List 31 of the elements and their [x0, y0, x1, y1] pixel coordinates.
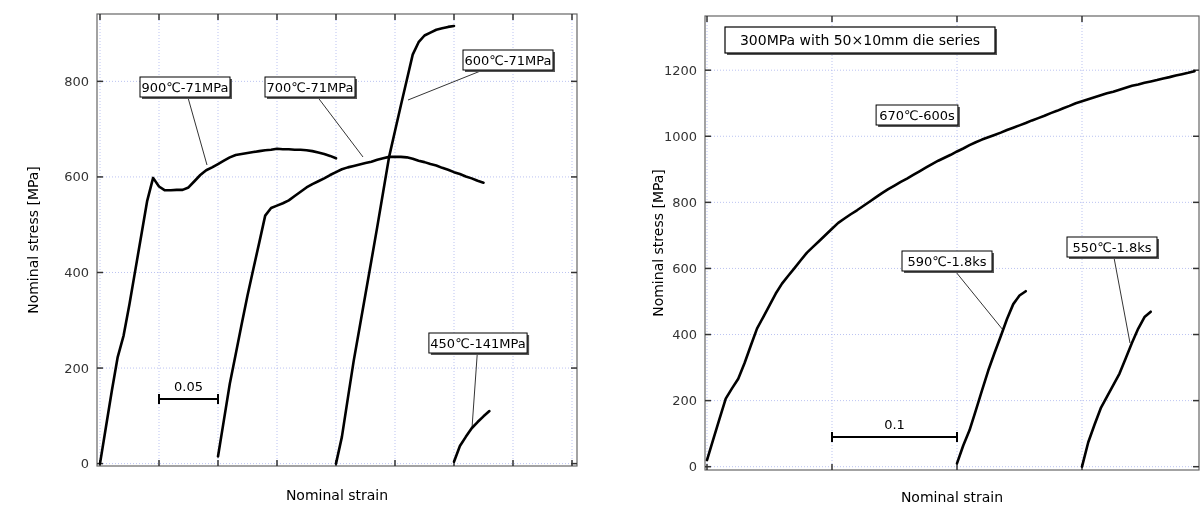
- y-tick-label: 800: [64, 73, 89, 89]
- line-series: [1080, 310, 1153, 468]
- y-tick-label: 1200: [663, 62, 697, 78]
- y-tick-label: 600: [672, 260, 697, 276]
- y-tick-label: 400: [64, 265, 89, 281]
- line-series: [955, 289, 1028, 465]
- annotation: 700℃-71MPa: [266, 79, 354, 95]
- y-axis-title: Nominal stress [MPa]: [25, 166, 41, 314]
- y-tick-label: 200: [64, 360, 89, 376]
- line-series: [98, 147, 338, 465]
- y-tick-label: 1000: [663, 128, 697, 144]
- x-axis-title: Nominal strain: [900, 489, 1004, 505]
- line-series: [705, 69, 1196, 462]
- annotation: 600℃-71MPa: [464, 52, 552, 68]
- y-tick-label: 400: [672, 327, 697, 343]
- annotation: 670℃-600s: [879, 107, 956, 123]
- annotation: 590℃-1.8ks: [907, 253, 987, 269]
- y-tick-label: 200: [672, 393, 697, 409]
- y-tick-label: 600: [64, 169, 89, 185]
- annotation: 450℃-141MPa: [430, 335, 526, 351]
- annotation: 550℃-1.8ks: [1072, 239, 1152, 255]
- annotation: 900℃-71MPa: [141, 79, 229, 95]
- x-axis-title: Nominal strain: [285, 487, 389, 503]
- line-series: [452, 409, 491, 463]
- y-tick-label: 800: [672, 194, 697, 210]
- y-tick-label: 0: [688, 459, 697, 475]
- annotation: 0.05: [174, 379, 203, 394]
- text: 300MPa with 50×10mm die series: [739, 31, 981, 48]
- y-axis-title: Nominal stress [MPa]: [650, 169, 666, 317]
- annotation: 0.1: [884, 417, 905, 432]
- y-tick-label: 0: [80, 456, 89, 472]
